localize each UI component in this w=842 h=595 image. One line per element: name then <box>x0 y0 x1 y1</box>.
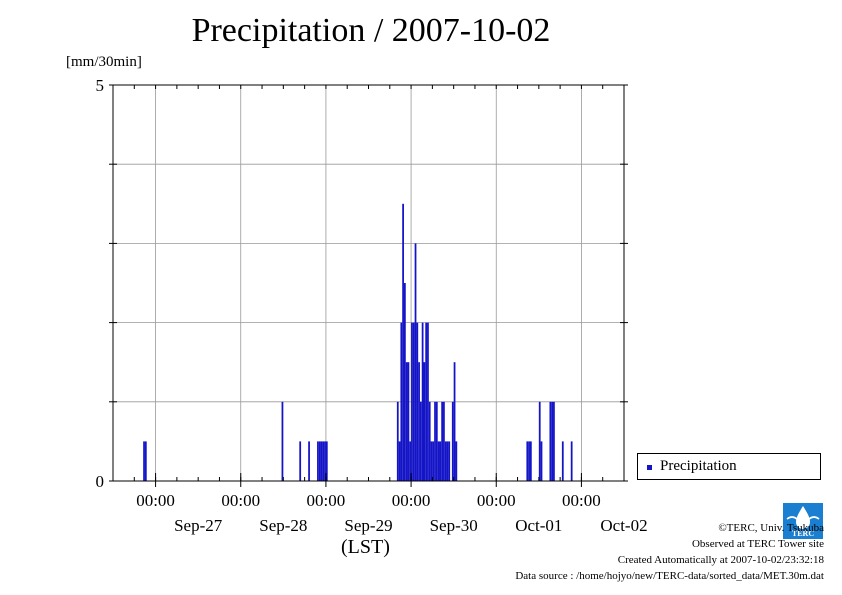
bar-precipitation <box>561 441 564 481</box>
bar-precipitation <box>320 441 323 481</box>
svg-text:TERC: TERC <box>792 529 814 538</box>
bar-precipitation <box>437 441 440 481</box>
bar-precipitation <box>434 401 436 481</box>
legend: Precipitation <box>637 453 821 480</box>
bar-precipitation <box>144 441 147 481</box>
bar-precipitation <box>308 441 310 481</box>
x-axis-label: (LST) <box>341 536 390 558</box>
bar-precipitation <box>538 401 541 481</box>
bar-precipitation <box>444 441 447 481</box>
bar-precipitation <box>402 203 404 482</box>
credit-observed: Observed at TERC Tower site <box>691 538 824 550</box>
bar-precipitation <box>551 401 554 481</box>
bar-precipitation <box>448 441 451 481</box>
bar-precipitation <box>435 401 438 481</box>
bar-precipitation <box>416 322 419 481</box>
bar-precipitation <box>396 401 399 481</box>
bar-precipitation <box>528 441 530 481</box>
x-tick-label-date: Sep-27 <box>174 516 223 535</box>
bar-precipitation <box>324 441 326 481</box>
bar-precipitation <box>299 441 302 481</box>
bar-precipitation <box>455 441 458 481</box>
bar-precipitation <box>432 441 435 481</box>
bar-precipitation <box>570 441 573 481</box>
bar-precipitation <box>400 322 403 481</box>
bar-precipitation <box>143 441 145 481</box>
bar-precipitation <box>322 441 325 481</box>
x-tick-label-date: Oct-01 <box>515 516 562 535</box>
bar-precipitation <box>423 362 426 481</box>
bar-precipitation <box>526 441 529 481</box>
bar-precipitation <box>425 322 428 481</box>
plot-frame <box>112 84 625 482</box>
bar-precipitation <box>419 401 422 481</box>
legend-swatch <box>647 465 652 470</box>
x-tick-label-date: Sep-29 <box>344 516 392 535</box>
credit-copyright: ©TERC, Univ. Tsukuba <box>718 522 824 534</box>
bar-precipitation <box>549 401 552 481</box>
bar-precipitation <box>446 441 449 481</box>
credit-source: Data source : /home/hojyo/new/TERC-data/… <box>515 570 824 582</box>
bar-precipitation <box>409 441 412 481</box>
bar-precipitation <box>403 283 406 481</box>
bar-precipitation <box>318 441 321 481</box>
chart-axes <box>112 84 625 482</box>
bar-precipitation <box>428 401 431 481</box>
x-tick-label-time: 00:00 <box>562 491 601 510</box>
bar-precipitation <box>439 441 442 481</box>
x-tick-label-date: Oct-02 <box>600 516 647 535</box>
credit-created: Created Automatically at 2007-10-02/23:3… <box>617 554 824 566</box>
credits: ©TERC, Univ. Tsukuba Observed at TERC To… <box>515 520 824 584</box>
bar-precipitation <box>529 441 532 481</box>
x-tick-label-time: 00:00 <box>477 491 516 510</box>
chart-title: Precipitation / 2007-10-02 <box>191 12 551 49</box>
x-tick-label-time: 00:00 <box>221 491 260 510</box>
bar-precipitation <box>412 322 415 481</box>
x-tick-label-time: 00:00 <box>136 491 175 510</box>
x-tick-label-time: 00:00 <box>392 491 431 510</box>
bar-precipitation <box>453 362 456 481</box>
bar-series-precipitation <box>143 203 573 482</box>
bar-precipitation <box>427 322 429 481</box>
bar-precipitation <box>398 441 401 481</box>
x-tick-label-time: 00:00 <box>307 491 346 510</box>
bar-precipitation <box>418 362 420 481</box>
y-tick-label: 5 <box>96 76 105 95</box>
bar-precipitation <box>407 362 410 481</box>
tick-labels: 0 5 00:00 00:00 00:00 00:00 00:00 00:00 Sep-27 Se… <box>96 76 648 535</box>
bar-precipitation <box>281 401 284 481</box>
axis-ticks <box>109 84 628 487</box>
grid-lines <box>113 85 624 481</box>
x-tick-label-date: Sep-30 <box>430 516 478 535</box>
bar-precipitation <box>421 322 424 481</box>
y-unit-label: [mm/30min] <box>66 54 142 70</box>
bar-precipitation <box>430 441 433 481</box>
bar-precipitation <box>441 401 444 481</box>
y-tick-label: 0 <box>96 472 105 491</box>
bar-precipitation <box>325 441 328 481</box>
bar-precipitation <box>553 401 555 481</box>
bar-precipitation <box>411 322 413 481</box>
bar-precipitation <box>451 401 454 481</box>
terc-logo-icon: TERC <box>783 503 823 539</box>
bar-precipitation <box>443 401 445 481</box>
bar-precipitation <box>540 441 543 481</box>
x-tick-label-date: Sep-28 <box>259 516 307 535</box>
bar-precipitation <box>414 243 417 481</box>
bar-precipitation <box>317 441 319 481</box>
bar-precipitation <box>405 362 408 481</box>
legend-label: Precipitation <box>660 458 737 474</box>
